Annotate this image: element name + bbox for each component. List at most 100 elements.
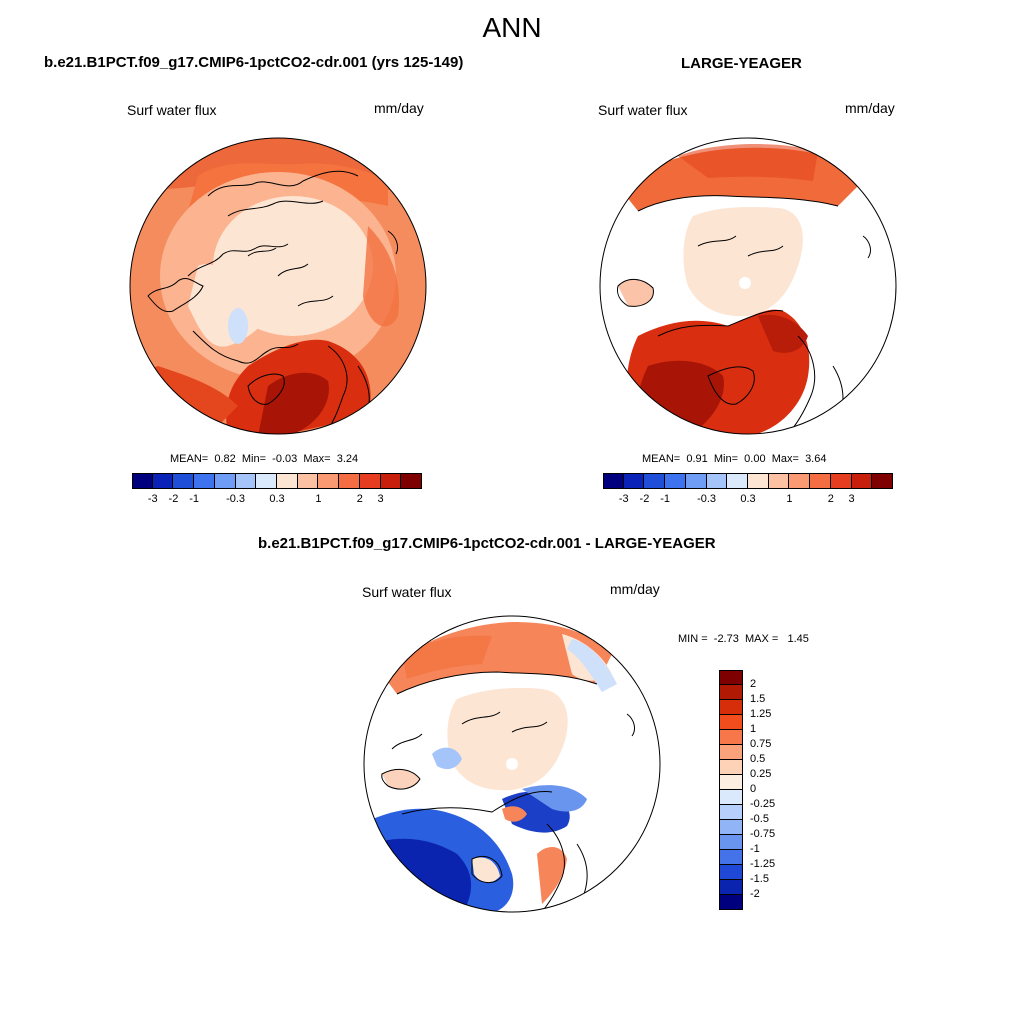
colorbar-tick-label: -0.3 bbox=[697, 493, 717, 505]
colorbar-swatch bbox=[719, 880, 743, 895]
colorbar-tick-label: -3 bbox=[618, 493, 629, 505]
panel-2-variable-label: Surf water flux bbox=[598, 102, 688, 118]
colorbar-tick-label: -3 bbox=[147, 493, 158, 505]
colorbar-swatch bbox=[132, 473, 153, 489]
colorbar-swatch bbox=[810, 473, 831, 489]
colorbar-swatch bbox=[256, 473, 277, 489]
colorbar-tick-label: 3 bbox=[848, 493, 855, 505]
colorbar-tick-label: -0.75 bbox=[750, 828, 776, 840]
colorbar-swatch bbox=[603, 473, 624, 489]
panel-2-colorbar bbox=[603, 473, 893, 489]
panel-1-max-value: 3.24 bbox=[336, 453, 359, 465]
colorbar-tick-label: 0.3 bbox=[269, 493, 285, 505]
colorbar-swatch bbox=[719, 850, 743, 865]
colorbar-tick-label: 2 bbox=[356, 493, 363, 505]
colorbar-swatch bbox=[297, 473, 319, 489]
colorbar-tick-label: 0.75 bbox=[750, 738, 772, 750]
colorbar-swatch bbox=[727, 473, 748, 489]
panel-2-case-title: LARGE-YEAGER bbox=[681, 55, 802, 72]
colorbar-swatch bbox=[380, 473, 402, 489]
panel-2-min-value: 0.00 bbox=[744, 453, 766, 465]
colorbar-tick-label: 1 bbox=[315, 493, 322, 505]
panel-2-min-label: Min= bbox=[713, 453, 739, 465]
colorbar-tick-label: -2 bbox=[639, 493, 650, 505]
colorbar-swatch bbox=[719, 760, 743, 775]
colorbar-swatch bbox=[768, 473, 790, 489]
colorbar-swatch bbox=[830, 473, 852, 489]
panel-2-max-value: 3.64 bbox=[805, 453, 827, 465]
panel-2-max-label: Max= bbox=[771, 453, 799, 465]
diff-polar-map bbox=[363, 615, 661, 913]
colorbar-tick-label: 3 bbox=[377, 493, 384, 505]
diff-variable-label: Surf water flux bbox=[362, 584, 452, 600]
colorbar-swatch bbox=[719, 745, 743, 760]
colorbar-swatch bbox=[277, 473, 298, 489]
colorbar-swatch bbox=[623, 473, 645, 489]
colorbar-swatch bbox=[644, 473, 666, 489]
panel-1-polar-map bbox=[129, 137, 427, 435]
panel-1-case-title: b.e21.B1PCT.f09_g17.CMIP6-1pctCO2-cdr.00… bbox=[44, 54, 464, 71]
colorbar-swatch bbox=[719, 865, 743, 880]
panel-1-mean-label: MEAN= bbox=[170, 453, 209, 465]
colorbar-swatch bbox=[719, 775, 743, 790]
colorbar-swatch bbox=[719, 820, 743, 835]
colorbar-swatch bbox=[719, 685, 743, 700]
colorbar-swatch bbox=[719, 790, 743, 805]
panel-1-mean-value: 0.82 bbox=[214, 453, 236, 465]
colorbar-swatch bbox=[719, 895, 743, 910]
colorbar-tick-label: -0.25 bbox=[750, 798, 776, 810]
colorbar-swatch bbox=[719, 715, 743, 730]
colorbar-swatch bbox=[359, 473, 381, 489]
diff-max-value: 1.45 bbox=[787, 633, 809, 645]
colorbar-tick-label: 1 bbox=[750, 723, 757, 735]
colorbar-swatch bbox=[235, 473, 257, 489]
colorbar-tick-label: -1.25 bbox=[750, 858, 776, 870]
colorbar-tick-label: 1.25 bbox=[750, 708, 772, 720]
figure-title: ANN bbox=[482, 12, 542, 43]
panel-1-colorbar bbox=[132, 473, 422, 489]
colorbar-tick-label: -2 bbox=[750, 888, 760, 900]
panel-2-mean-label: MEAN= bbox=[642, 453, 681, 465]
colorbar-tick-label: -2 bbox=[168, 493, 179, 505]
colorbar-tick-label: 2 bbox=[750, 678, 757, 690]
colorbar-swatch bbox=[152, 473, 174, 489]
colorbar-swatch bbox=[665, 473, 686, 489]
colorbar-tick-label: 0.25 bbox=[750, 768, 772, 780]
diff-case-title: b.e21.B1PCT.f09_g17.CMIP6-1pctCO2-cdr.00… bbox=[258, 535, 716, 552]
colorbar-swatch bbox=[706, 473, 728, 489]
colorbar-swatch bbox=[719, 835, 743, 850]
colorbar-swatch bbox=[748, 473, 769, 489]
panel-2-units-label: mm/day bbox=[845, 100, 895, 116]
panel-2-polar-map bbox=[599, 137, 897, 435]
colorbar-swatch bbox=[173, 473, 195, 489]
panel-1-min-value: -0.03 bbox=[272, 453, 298, 465]
colorbar-swatch bbox=[719, 700, 743, 715]
panel-2-colorbar-ticks: -3 -2 -1 -0.3 0.3 1 2 3 bbox=[603, 493, 893, 507]
colorbar-swatch bbox=[318, 473, 340, 489]
colorbar-tick-label: 0 bbox=[750, 783, 757, 795]
colorbar-swatch bbox=[719, 730, 743, 745]
colorbar-tick-label: -1 bbox=[189, 493, 200, 505]
colorbar-swatch bbox=[719, 670, 743, 685]
diff-colorbar bbox=[719, 670, 743, 910]
colorbar-swatch bbox=[194, 473, 215, 489]
diff-max-label: MAX = bbox=[744, 633, 779, 645]
diff-min-value: -2.73 bbox=[713, 633, 739, 645]
diff-colorbar-ticks: 2 1.5 1.25 1 0.75 0.5 0.25 0 -0.25 -0.5 -0.75 -1 -1.… bbox=[750, 670, 790, 910]
colorbar-swatch bbox=[339, 473, 360, 489]
panel-1-stats: MEAN= 0.82 Min= -0.03 Max= 3.24 bbox=[170, 453, 358, 465]
colorbar-swatch bbox=[851, 473, 873, 489]
colorbar-swatch bbox=[214, 473, 236, 489]
colorbar-tick-label: -1 bbox=[750, 843, 760, 855]
colorbar-swatch bbox=[685, 473, 707, 489]
colorbar-tick-label: 0.3 bbox=[740, 493, 756, 505]
colorbar-tick-label: -0.3 bbox=[226, 493, 246, 505]
colorbar-swatch bbox=[401, 473, 422, 489]
colorbar-swatch bbox=[719, 805, 743, 820]
panel-1-max-label: Max= bbox=[303, 453, 331, 465]
colorbar-tick-label: -0.5 bbox=[750, 813, 769, 825]
colorbar-swatch bbox=[789, 473, 811, 489]
colorbar-tick-label: 0.5 bbox=[750, 753, 766, 765]
colorbar-tick-label: 1.5 bbox=[750, 693, 766, 705]
colorbar-tick-label: -1 bbox=[660, 493, 671, 505]
